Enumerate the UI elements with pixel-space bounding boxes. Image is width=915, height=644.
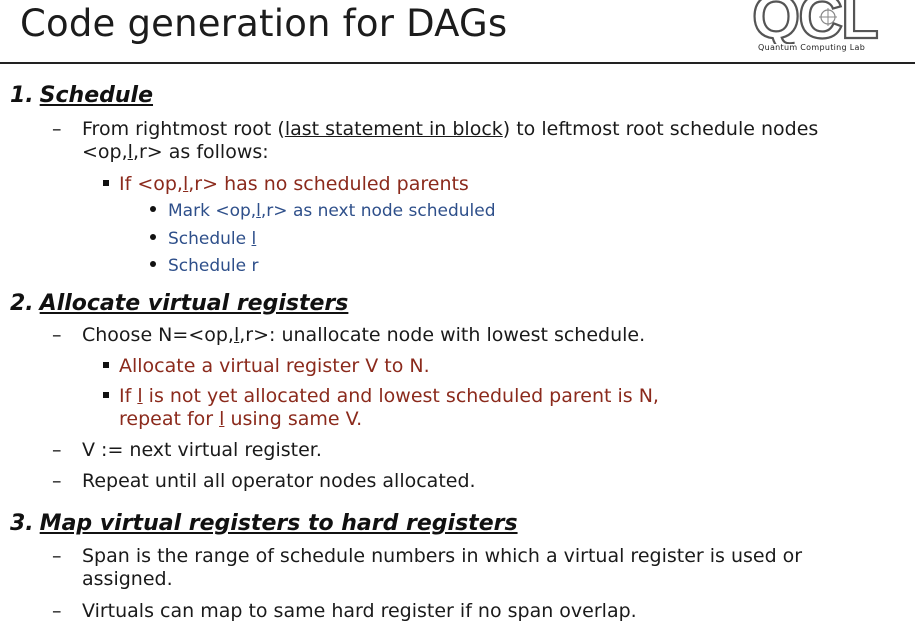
sub-sub-list-item: Schedule l xyxy=(150,229,256,249)
section-1-heading: 1. Schedule xyxy=(10,83,153,108)
title-divider xyxy=(0,62,915,64)
item-text: Choose N=<op, xyxy=(82,324,234,346)
sub-sub-list-item: Mark <op,l,r> as next node scheduled xyxy=(150,201,496,221)
dash-bullet: – xyxy=(52,324,62,346)
item-text: Virtuals can map to same hard register i… xyxy=(82,600,637,622)
item-text: If <op, xyxy=(119,173,183,195)
item-text: V := next virtual register. xyxy=(82,439,322,461)
item-text: Repeat until all operator nodes allocate… xyxy=(82,470,476,492)
sub-sub-list-item: Schedule r xyxy=(150,256,259,276)
section-number: 3. xyxy=(10,511,34,536)
dash-bullet: – xyxy=(52,600,62,622)
item-text: ,r> has no scheduled parents xyxy=(188,173,469,195)
item-underlined-text: l xyxy=(251,229,257,249)
square-bullet-icon xyxy=(103,179,109,186)
item-underlined-text: l xyxy=(256,201,261,221)
list-item: – Choose N=<op,l,r>: unallocate node with… xyxy=(52,324,645,347)
item-text: ,r> as follows: xyxy=(132,141,269,163)
item-text: Span is the range of schedule numbers in… xyxy=(82,545,803,567)
section-number: 2. xyxy=(10,291,34,316)
logo-caption: Quantum Computing Lab xyxy=(758,43,866,52)
item-text: repeat for xyxy=(119,408,220,430)
section-title: Map virtual registers to hard registers xyxy=(39,511,518,536)
dot-bullet-icon xyxy=(150,234,156,240)
item-text: ,r>: unallocate node with lowest schedul… xyxy=(239,324,646,346)
dash-bullet: – xyxy=(52,470,62,492)
square-bullet-icon xyxy=(103,361,109,368)
list-item: – Repeat until all operator nodes allocat… xyxy=(52,470,476,493)
list-item: – Virtuals can map to same hard register … xyxy=(52,600,637,623)
item-underlined-text: last statement in block xyxy=(284,118,503,140)
item-underlined-text: l xyxy=(137,385,143,407)
item-text: From rightmost root ( xyxy=(82,118,285,140)
section-number: 1. xyxy=(10,83,34,108)
item-text: ) to leftmost root schedule nodes xyxy=(502,118,819,140)
section-title: Schedule xyxy=(39,83,154,108)
item-text: ,r> as next node scheduled xyxy=(260,201,496,221)
qcl-logo: QCL Quantum Computing Lab xyxy=(752,0,904,58)
square-bullet-icon xyxy=(103,391,109,398)
item-text: <op, xyxy=(82,141,128,163)
dot-bullet-icon xyxy=(150,261,156,267)
item-text: Schedule r xyxy=(168,256,259,276)
item-text: Schedule xyxy=(168,229,252,249)
logo-letters: QCL xyxy=(752,0,877,44)
sub-list-item: Allocate a virtual register V to N. xyxy=(103,355,430,378)
sub-list-item: If l is not yet allocated and lowest sch… xyxy=(103,385,659,431)
item-text: If xyxy=(119,385,138,407)
item-text: is not yet allocated and lowest schedule… xyxy=(142,385,659,407)
dash-bullet: – xyxy=(52,118,62,140)
dash-bullet: – xyxy=(52,545,62,567)
item-text: Mark <op, xyxy=(168,201,257,221)
qcl-logo-icon: QCL xyxy=(752,0,880,44)
item-text: Allocate a virtual register V to N. xyxy=(119,355,430,377)
section-2-heading: 2. Allocate virtual registers xyxy=(10,291,348,316)
section-3-heading: 3. Map virtual registers to hard register… xyxy=(10,511,518,536)
list-item: – V := next virtual register. xyxy=(52,439,322,462)
item-underlined-text: l xyxy=(182,173,189,195)
slide-title: Code generation for DAGs xyxy=(20,2,508,45)
section-title: Allocate virtual registers xyxy=(39,291,349,316)
list-item: – Span is the range of schedule numbers i… xyxy=(52,545,802,591)
dash-bullet: – xyxy=(52,439,62,461)
dot-bullet-icon xyxy=(150,206,156,212)
sub-list-item: If <op,l,r> has no scheduled parents xyxy=(103,173,469,196)
item-text: using same V. xyxy=(224,408,363,430)
item-underlined-text: l xyxy=(219,408,225,430)
list-item: – From rightmost root (last statement in … xyxy=(52,118,818,164)
item-underlined-text: l xyxy=(233,324,240,346)
item-text: assigned. xyxy=(82,568,173,590)
item-underlined-text: l xyxy=(127,141,133,163)
